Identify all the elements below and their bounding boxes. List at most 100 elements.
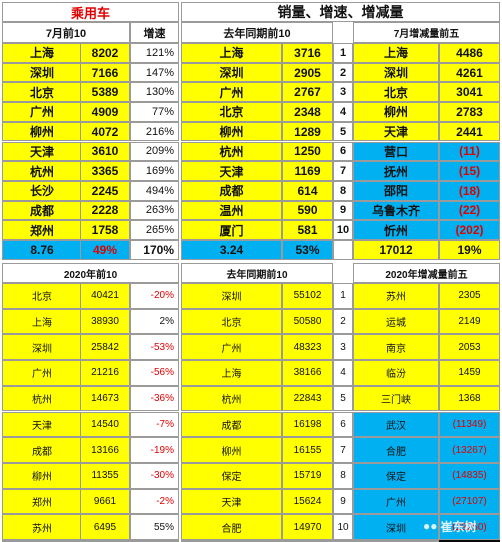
table-cell-rank: 4: [333, 102, 353, 122]
table-cell-city: 深圳: [181, 283, 282, 309]
table-cell-city: 成都: [181, 411, 282, 438]
table-cell-city: 广州: [2, 360, 82, 386]
table-cell-city: 厦门: [181, 220, 282, 240]
table-cell-value: 2305: [439, 283, 500, 309]
table-cell-value: 38930: [80, 308, 130, 335]
table-cell-value: 7166: [80, 62, 130, 83]
table-cell-rank: 5: [333, 121, 353, 142]
table-cell-city: 广州: [181, 82, 282, 103]
table-cell-value: 3365: [80, 161, 130, 181]
table-cell-value: 1289: [282, 121, 333, 142]
table-cell-value: (202): [439, 220, 500, 240]
table-cell-city: 柳州: [181, 121, 282, 142]
table-cell-city: 保定: [353, 462, 439, 489]
table-cell-value: (29260): [439, 514, 500, 540]
table-cell-value: 21216: [80, 360, 130, 386]
table-cell-rank: 4: [333, 360, 353, 386]
table-cell-rank: 2: [333, 62, 353, 83]
table-cell-city: 保定: [181, 462, 282, 489]
table-cell-value: 614: [282, 180, 333, 201]
table-cell-value: 4072: [80, 121, 130, 142]
table-cell-city: 北京: [353, 82, 439, 103]
table-cell-value: 22843: [282, 385, 333, 412]
table-cell-city: 天津: [181, 161, 282, 181]
table-cell-city: 天津: [181, 488, 282, 515]
table-cell-city: 上海: [353, 43, 439, 63]
table-cell-city: 天津: [353, 121, 439, 142]
table-cell-growth: 265%: [130, 220, 179, 240]
table-cell-value: 40421: [80, 283, 130, 309]
table-cell-growth: -2%: [130, 488, 179, 515]
table-cell-city: 北京: [181, 102, 282, 122]
total-cell: 49%: [80, 240, 130, 260]
table-cell-rank: 9: [333, 488, 353, 515]
table-cell-growth: -53%: [130, 334, 179, 361]
table-cell-city: 营口: [353, 141, 439, 162]
table-cell-growth: 169%: [130, 161, 179, 181]
table-cell-rank: 10: [333, 220, 353, 240]
table-cell-value: 2441: [439, 121, 500, 142]
table-cell-city: 上海: [2, 308, 82, 335]
table-cell-city: 柳州: [2, 121, 82, 142]
table-cell-value: 15624: [282, 488, 333, 515]
table-cell-value: 2053: [439, 334, 500, 361]
table-cell-value: (13267): [439, 437, 500, 463]
table-cell-growth: -20%: [130, 283, 179, 309]
table-cell-value: 2245: [80, 180, 130, 201]
table-cell-value: 16198: [282, 411, 333, 438]
growth-label: 增速: [130, 22, 179, 43]
table-cell-city: 柳州: [181, 437, 282, 463]
table-cell-city: 成都: [2, 437, 82, 463]
section-title: 7月增减量前五: [353, 22, 500, 43]
table-cell-value: 2783: [439, 102, 500, 122]
table-cell-value: (11): [439, 141, 500, 162]
total-cell: 3.24: [181, 240, 282, 260]
table-cell-growth: -36%: [130, 385, 179, 412]
table-cell-growth: 216%: [130, 121, 179, 142]
table-cell-value: 2767: [282, 82, 333, 103]
table-cell-growth: 2%: [130, 308, 179, 335]
header-subtitle: 销量、增速、增减量: [181, 2, 500, 22]
table-cell-value: 1169: [282, 161, 333, 181]
table-cell-city: 北京: [2, 283, 82, 309]
table-cell-value: (22): [439, 200, 500, 221]
section-title: 7月前10: [2, 22, 130, 43]
table-cell-rank: 5: [333, 385, 353, 412]
table-cell-city: 上海: [2, 43, 82, 63]
table-cell-value: 14970: [282, 514, 333, 540]
table-cell-growth: -30%: [130, 462, 179, 489]
table-cell-city: 杭州: [2, 385, 82, 412]
table-cell-city: 成都: [2, 200, 82, 221]
total-cell: [333, 240, 353, 260]
table-cell-rank: 8: [333, 180, 353, 201]
table-cell-rank: 2: [333, 308, 353, 335]
table-cell-value: 8202: [80, 43, 130, 63]
table-cell-rank: 3: [333, 334, 353, 361]
table-cell-value: 2228: [80, 200, 130, 221]
table-cell-city: 深圳: [353, 62, 439, 83]
table-cell-city: 运城: [353, 308, 439, 335]
table-cell-value: 6495: [80, 514, 130, 540]
table-cell-value: (18): [439, 180, 500, 201]
table-cell-rank: 6: [333, 141, 353, 162]
table-cell-value: 50580: [282, 308, 333, 335]
header-title: 乘用车: [2, 2, 179, 22]
table-cell-city: 深圳: [353, 514, 439, 540]
table-cell-city: 柳州: [2, 462, 82, 489]
table-cell-city: 上海: [181, 43, 282, 63]
table-cell-city: 合肥: [181, 514, 282, 540]
table-cell-value: 1758: [80, 220, 130, 240]
table-cell-value: 4909: [80, 102, 130, 122]
table-cell-value: 590: [282, 200, 333, 221]
table-cell-city: 深圳: [181, 62, 282, 83]
table-cell-city: 天津: [2, 411, 82, 438]
table-cell-value: 13166: [80, 437, 130, 463]
table-cell-city: 临汾: [353, 360, 439, 386]
table-cell-growth: 55%: [130, 514, 179, 540]
section-title: 去年同期前10: [181, 22, 333, 43]
table-cell-city: 苏州: [353, 283, 439, 309]
table-cell-city: 武汉: [353, 411, 439, 438]
table-cell-city: 广州: [2, 102, 82, 122]
table-cell-value: 3716: [282, 43, 333, 63]
table-cell-city: 郑州: [2, 220, 82, 240]
